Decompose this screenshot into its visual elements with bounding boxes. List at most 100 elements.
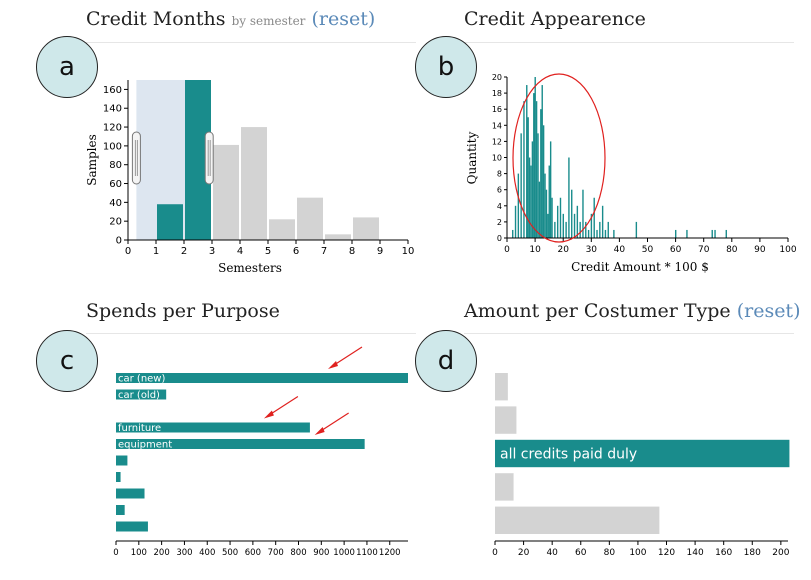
x-tick-label: 120: [658, 548, 675, 558]
credit-appearance-chart: 0 10 20 30 40 50 60 70 80 90 10002468101214161820C…: [465, 73, 797, 274]
x-tick-label: 0: [125, 246, 131, 257]
customer-type-chart[interactable]: all credits paid duly 0 20 40 60 80 100 120 140 1…: [492, 373, 790, 558]
customer-type-title: Amount per Costumer Type (reset): [464, 300, 801, 322]
y-tick-label: 2: [497, 218, 502, 227]
credit-months-chart[interactable]: 0 1 2 3 4 5 6 7 8 9 10020406080100120140160Semeste…: [85, 80, 414, 275]
x-tick-label: 900: [313, 548, 329, 558]
x-tick-label: 1200: [379, 548, 401, 558]
spends-purpose-chart[interactable]: car (new) car (old) furniture equipment 0 100…: [113, 346, 408, 558]
x-tick-label: 40: [546, 548, 558, 558]
histogram-bar: [544, 173, 546, 238]
histogram-bar: [604, 229, 607, 238]
x-tick-label: 5: [265, 246, 271, 257]
x-tick-label: 100: [779, 245, 796, 255]
x-tick-label: 20: [518, 548, 530, 558]
credit-months-reset-link[interactable]: (reset): [311, 8, 376, 30]
x-tick-label: 160: [715, 548, 732, 558]
histogram-bar: [686, 229, 688, 238]
credit-months-divider: [86, 42, 416, 43]
x-tick-label: 70: [698, 245, 710, 255]
histogram-bar: [579, 221, 581, 238]
bar: [241, 127, 267, 240]
x-tick-label: 60: [670, 245, 682, 255]
histogram-bar: [556, 205, 559, 238]
x-tick-label: 200: [772, 548, 789, 558]
y-tick-label: 20: [492, 73, 502, 82]
purpose-bar: [116, 422, 310, 433]
x-axis-label: Semesters: [218, 261, 282, 275]
customer-type-reset-link[interactable]: (reset): [736, 300, 801, 322]
histogram-bar: [582, 189, 584, 238]
histogram-bar: [533, 93, 535, 238]
x-tick-label: 100: [629, 548, 646, 558]
histogram-bar: [554, 221, 556, 238]
annotation-arrow-head: [314, 427, 325, 435]
y-tick-label: 18: [492, 89, 502, 98]
x-tick-label: 180: [744, 548, 761, 558]
histogram-bar: [559, 197, 562, 238]
histogram-bar: [590, 213, 593, 238]
histogram-bar: [596, 229, 598, 238]
credit-appearance-divider: [464, 42, 794, 43]
bar: [269, 219, 295, 240]
histogram-bar: [541, 85, 543, 238]
histogram-bar: [725, 229, 727, 238]
annotation-arrow-head: [263, 410, 274, 419]
credit-months-title-text: Credit Months: [86, 8, 226, 30]
histogram-bar: [512, 229, 514, 238]
spends-purpose-divider: [86, 333, 416, 334]
y-tick-label: 10: [492, 154, 502, 163]
x-tick-label: 800: [290, 548, 306, 558]
histogram-bar: [526, 85, 528, 238]
x-tick-label: 0: [504, 245, 510, 255]
customer-type-bar: [495, 406, 517, 434]
customer-type-bar: [495, 506, 660, 534]
x-tick-label: 1100: [356, 548, 378, 558]
x-tick-label: 400: [199, 548, 215, 558]
y-tick-label: 0: [497, 234, 502, 243]
purpose-bar-label: car (new): [118, 374, 165, 385]
x-tick-label: 50: [642, 245, 654, 255]
histogram-bar: [523, 101, 525, 239]
purpose-bar-label: car (old): [118, 390, 160, 401]
purpose-bar: [116, 472, 121, 482]
histogram-bar: [635, 221, 638, 238]
credit-appearance-title: Credit Appearence: [464, 8, 646, 30]
x-tick-label: 7: [321, 246, 327, 257]
badge-d: d: [415, 330, 477, 392]
histogram-bar: [711, 229, 713, 238]
histogram-bar: [545, 189, 548, 238]
x-tick-label: 20: [557, 245, 569, 255]
histogram-bar: [548, 165, 550, 238]
x-tick-label: 8: [349, 246, 355, 257]
y-tick-label: 4: [497, 202, 502, 211]
y-tick-label: 100: [103, 141, 122, 152]
customer-type-bar: [495, 473, 514, 501]
x-tick-label: 140: [687, 548, 704, 558]
y-tick-label: 16: [492, 105, 502, 114]
brush-handle: [131, 131, 141, 185]
y-tick-label: 40: [109, 198, 122, 209]
x-tick-label: 1: [153, 246, 159, 257]
x-tick-label: 4: [237, 246, 243, 257]
y-axis-label: Samples: [85, 134, 99, 186]
histogram-bar: [593, 197, 595, 238]
customer-type-bar: [495, 373, 508, 401]
x-tick-label: 6: [293, 246, 299, 257]
y-tick-label: 12: [492, 137, 502, 146]
customer-type-bar: [495, 439, 790, 468]
x-tick-label: 30: [586, 245, 598, 255]
badge-c: c: [36, 330, 98, 392]
histogram-bar: [535, 101, 538, 239]
histogram-bar: [607, 221, 609, 238]
bar: [353, 217, 379, 240]
y-tick-label: 20: [109, 217, 122, 228]
y-tick-label: 0: [116, 236, 122, 247]
x-tick-label: 1000: [333, 548, 355, 558]
customer-type-title-text: Amount per Costumer Type: [464, 300, 731, 322]
y-tick-label: 160: [103, 85, 122, 96]
purpose-bar: [116, 521, 148, 532]
histogram-bar: [613, 229, 615, 238]
spends-purpose-title: Spends per Purpose: [86, 300, 280, 322]
